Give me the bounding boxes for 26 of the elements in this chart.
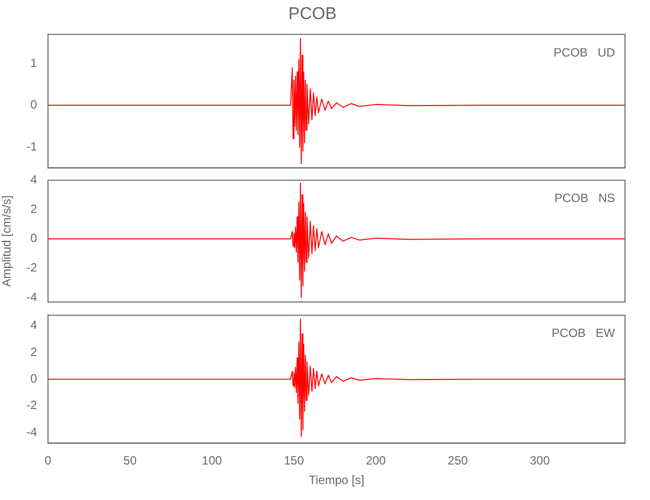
annotation: PCOB UD [554, 45, 616, 60]
y-tick-label: -2 [26, 398, 38, 412]
x-tick-label: 300 [530, 454, 550, 468]
y-axis-title: Amplitud [cm/s/s] [0, 195, 14, 287]
y-tick-label: -4 [26, 290, 38, 304]
x-tick-label: 0 [44, 454, 52, 468]
y-tick-label: 4 [30, 318, 38, 332]
x-tick-label: 100 [202, 454, 222, 468]
y-tick-label: 2 [30, 202, 38, 216]
chart-title: PCOB [288, 4, 337, 23]
x-tick-label: 50 [123, 454, 137, 468]
y-tick-label: -2 [26, 260, 38, 275]
annotation: PCOB EW [552, 326, 616, 340]
x-tick-label: 250 [448, 454, 468, 468]
y-tick-label: 0 [30, 372, 38, 386]
y-tick-label: 0 [30, 98, 38, 112]
y-tick-label: 1 [30, 56, 38, 70]
y-tick-label: 0 [30, 231, 38, 246]
y-tick-label: -1 [26, 139, 38, 154]
y-tick-label: 2 [30, 344, 38, 359]
x-tick-label: 200 [366, 454, 386, 468]
x-tick-label: 150 [284, 454, 304, 468]
x-axis-title: Tiempo [s] [308, 473, 364, 488]
y-tick-label: 4 [30, 172, 38, 187]
annotation: PCOB NS [554, 191, 615, 206]
y-tick-label: -4 [26, 424, 38, 439]
